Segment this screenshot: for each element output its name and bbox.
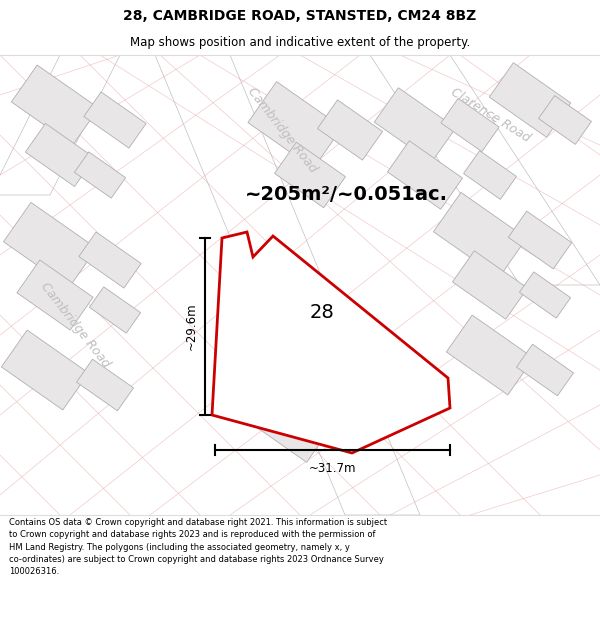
Polygon shape [74, 152, 125, 198]
Polygon shape [89, 287, 140, 333]
Text: Contains OS data © Crown copyright and database right 2021. This information is : Contains OS data © Crown copyright and d… [9, 518, 387, 576]
Text: Map shows position and indicative extent of the property.: Map shows position and indicative extent… [130, 36, 470, 49]
Polygon shape [433, 192, 527, 278]
Polygon shape [1, 330, 89, 410]
Polygon shape [508, 211, 572, 269]
Text: Cambridge Road: Cambridge Road [38, 280, 112, 370]
Polygon shape [275, 142, 346, 208]
Polygon shape [441, 98, 499, 152]
Text: 28: 28 [310, 302, 335, 322]
Text: Clarence Road: Clarence Road [448, 86, 532, 144]
Polygon shape [262, 340, 338, 410]
Polygon shape [539, 96, 592, 144]
Polygon shape [84, 92, 146, 148]
Polygon shape [317, 100, 383, 160]
Polygon shape [0, 55, 120, 195]
Polygon shape [370, 55, 600, 285]
Polygon shape [388, 141, 463, 209]
Polygon shape [464, 151, 517, 199]
Polygon shape [520, 272, 571, 318]
Polygon shape [4, 202, 97, 288]
Text: Cambridge Road: Cambridge Road [245, 85, 319, 175]
Text: ~29.6m: ~29.6m [185, 302, 197, 350]
Polygon shape [79, 232, 141, 288]
Polygon shape [446, 315, 533, 395]
Polygon shape [249, 388, 331, 462]
Text: ~205m²/~0.051ac.: ~205m²/~0.051ac. [245, 186, 448, 204]
Polygon shape [17, 260, 93, 330]
Polygon shape [212, 232, 450, 453]
Polygon shape [76, 359, 134, 411]
Polygon shape [11, 65, 98, 145]
Polygon shape [25, 124, 95, 186]
Polygon shape [517, 344, 574, 396]
Polygon shape [248, 82, 342, 168]
Text: ~31.7m: ~31.7m [309, 461, 356, 474]
Polygon shape [374, 88, 456, 162]
Polygon shape [155, 55, 420, 515]
Polygon shape [489, 62, 571, 138]
Text: 28, CAMBRIDGE ROAD, STANSTED, CM24 8BZ: 28, CAMBRIDGE ROAD, STANSTED, CM24 8BZ [124, 9, 476, 24]
Polygon shape [323, 361, 376, 409]
Polygon shape [247, 275, 334, 355]
Polygon shape [311, 304, 368, 356]
Polygon shape [452, 251, 527, 319]
